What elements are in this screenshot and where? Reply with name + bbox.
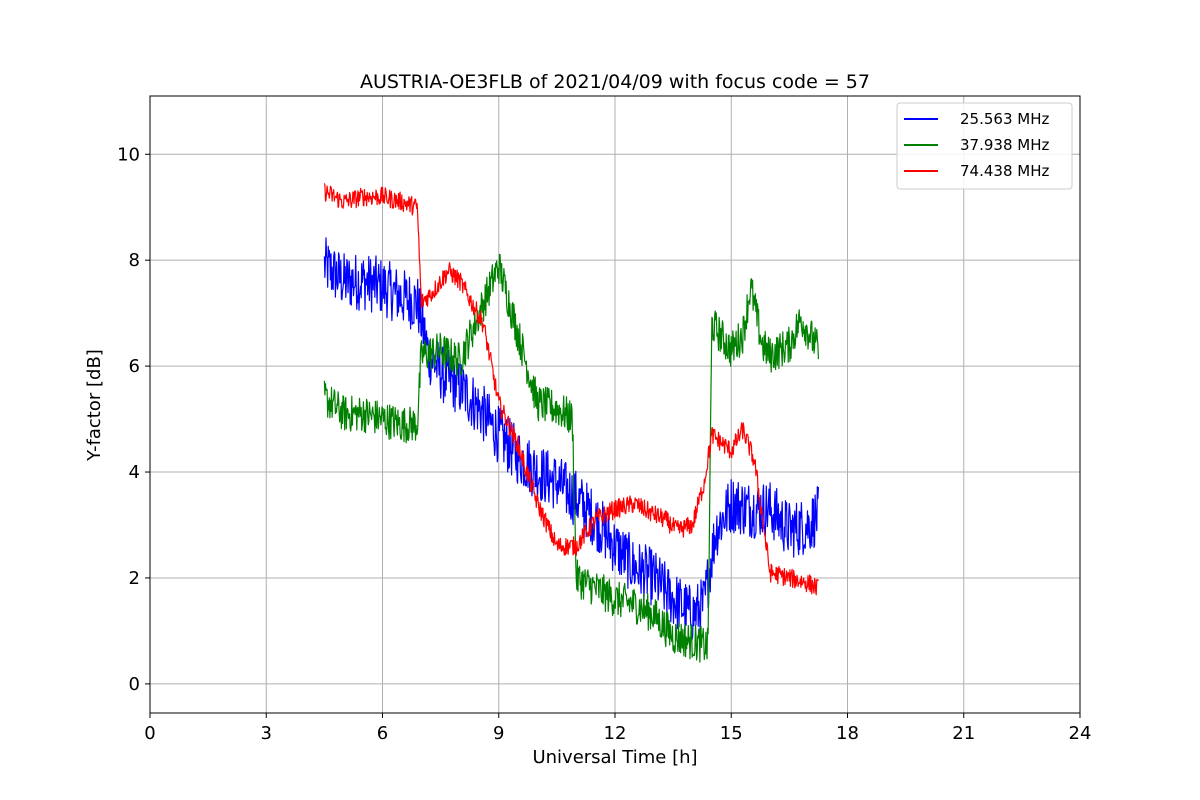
series-line-0: [323, 237, 819, 640]
y-tick-label: 2: [129, 568, 140, 589]
series-layer: [323, 183, 819, 663]
y-tick-label: 6: [129, 356, 140, 377]
y-tick-label: 0: [129, 674, 140, 695]
y-tick-label: 8: [129, 250, 140, 271]
x-tick-label: 6: [377, 723, 388, 744]
x-tick-label: 9: [493, 723, 504, 744]
x-tick-label: 24: [1069, 723, 1092, 744]
x-tick-label: 12: [604, 723, 627, 744]
series-line-1: [323, 253, 819, 663]
chart-title: AUSTRIA-OE3FLB of 2021/04/09 with focus …: [360, 71, 870, 93]
y-axis-label: Y-factor [dB]: [84, 349, 105, 462]
series-line-2: [323, 183, 819, 596]
legend: 25.563 MHz 37.938 MHz 74.438 MHz: [896, 102, 1073, 190]
x-tick-label: 21: [952, 723, 975, 744]
x-tick-label: 3: [261, 723, 272, 744]
legend-entry: 25.563 MHz: [960, 110, 1049, 128]
legend-box: [896, 102, 1073, 190]
y-tick-label: 4: [129, 462, 140, 483]
x-axis-label: Universal Time [h]: [532, 747, 697, 768]
x-tick-label: 0: [144, 723, 155, 744]
y-tick-label: 10: [117, 144, 140, 165]
legend-entry: 74.438 MHz: [960, 162, 1049, 180]
legend-entry: 37.938 MHz: [960, 136, 1049, 154]
x-tick-label: 18: [836, 723, 859, 744]
x-tick-label: 15: [720, 723, 743, 744]
